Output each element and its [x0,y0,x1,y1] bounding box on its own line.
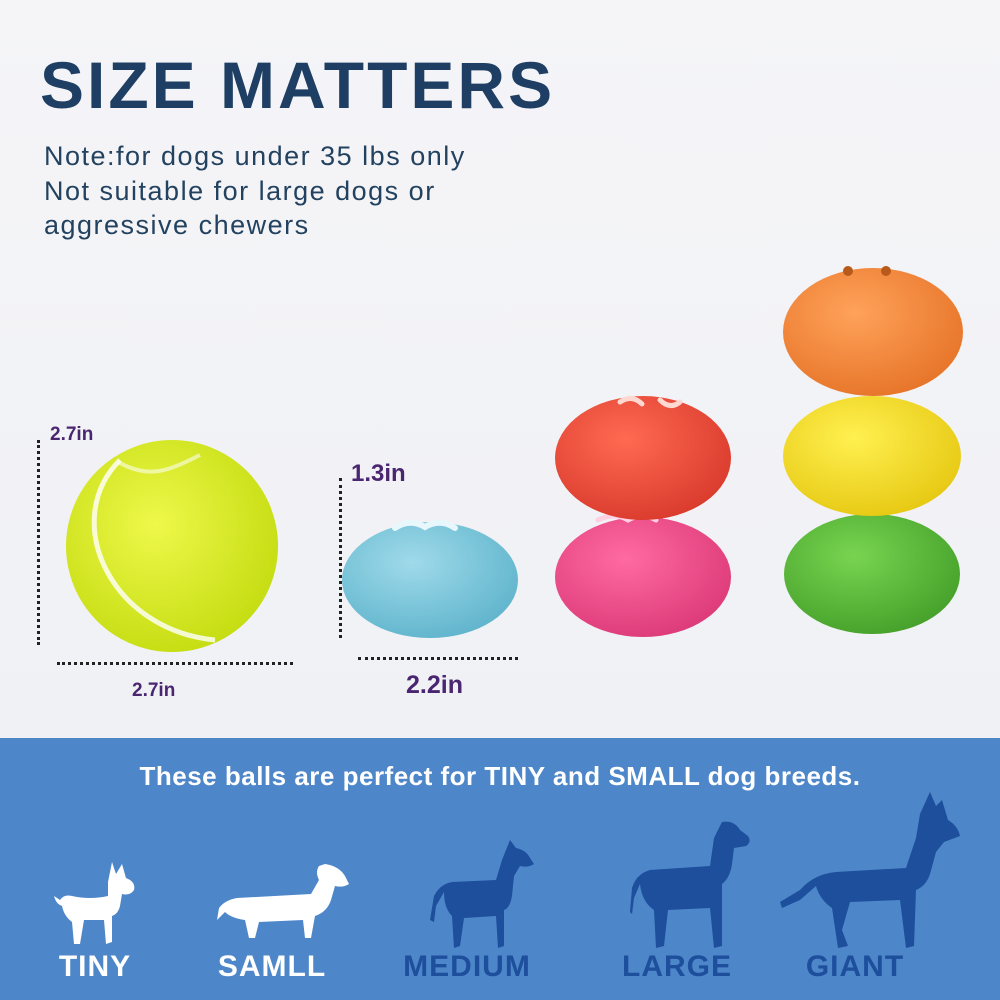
yellow-toy-ball [783,396,961,516]
breed-suitability-banner: These balls are perfect for TINY and SMA… [0,738,1000,1000]
size-label-small: SAMLL [192,952,352,982]
toy-width-line [358,657,518,660]
blue-toy-ball [342,519,518,638]
dachshund-icon [217,864,349,938]
page-title: SIZE MATTERS [40,48,556,122]
product-comparison-area: SIZE MATTERS Note:for dogs under 35 lbs … [0,0,1000,738]
size-label-tiny-text: TINY [58,950,132,983]
note-line-1: Note:for dogs under 35 lbs only [44,141,466,171]
red-toy-ball [555,396,731,520]
toy-height-line [339,478,342,638]
size-label-tiny: TINY [15,952,175,982]
pink-toy-ball [555,513,731,637]
breed-tagline: These balls are perfect for TINY and SMA… [139,761,861,791]
size-label-large-text: LARGE [622,950,732,983]
size-label-giant: GIANT [775,952,935,982]
large-dog-icon [630,821,750,948]
tennis-height-label: 2.7in [50,424,94,445]
note-line-2: Not suitable for large dogs or [44,176,436,206]
tennis-height-line [37,440,40,645]
tennis-width-line [57,662,293,665]
size-label-large: LARGE [597,952,757,982]
tennis-ball [66,440,278,652]
medium-dog-icon [430,840,534,948]
toy-width-label: 2.2in [406,671,463,699]
tiny-dog-icon [54,862,135,944]
orange-toy-ball [783,266,963,396]
giant-dog-icon [780,792,960,948]
size-label-medium-text: MEDIUM [403,950,531,983]
size-label-small-text: SAMLL [217,950,327,983]
size-label-giant-text: GIANT [805,950,905,983]
note-line-3: aggressive chewers [44,210,310,240]
balls-illustration [66,266,963,652]
toy-height-label: 1.3in [351,460,406,487]
green-toy-ball [784,514,960,634]
tennis-width-label: 2.7in [132,680,176,701]
size-label-medium: MEDIUM [387,952,547,982]
